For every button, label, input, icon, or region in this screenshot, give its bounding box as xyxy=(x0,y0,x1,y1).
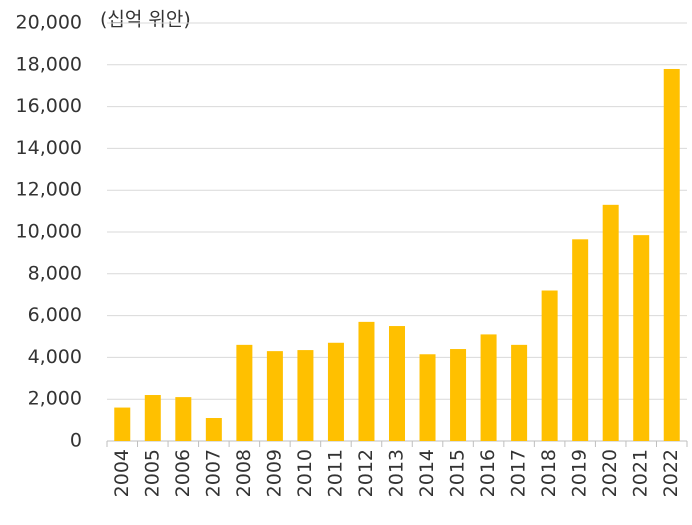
bar xyxy=(572,239,589,441)
y-tick-label: 4,000 xyxy=(28,346,82,368)
x-tick-label: 2014 xyxy=(416,449,438,497)
y-tick-label: 20,000 xyxy=(16,12,82,34)
x-tick-label: 2010 xyxy=(294,449,316,497)
x-tick-label: 2012 xyxy=(355,449,377,497)
y-tick-label: 16,000 xyxy=(16,95,82,117)
y-tick-label: 12,000 xyxy=(16,179,82,201)
bar xyxy=(205,418,222,441)
x-tick-label: 2005 xyxy=(141,449,163,497)
bar xyxy=(541,290,558,441)
x-tick-label: 2022 xyxy=(660,449,682,497)
x-tick-label: 2013 xyxy=(386,449,408,497)
y-tick-label: 14,000 xyxy=(16,137,82,159)
x-tick-label: 2007 xyxy=(202,449,224,497)
bar xyxy=(358,321,375,441)
bar xyxy=(663,68,680,441)
x-tick-label: 2011 xyxy=(324,449,346,497)
x-tick-label: 2018 xyxy=(538,449,560,497)
bar xyxy=(511,344,528,441)
bar xyxy=(266,351,283,441)
bar xyxy=(236,344,253,441)
y-tick-label: 0 xyxy=(70,430,82,452)
x-tick-label: 2015 xyxy=(447,449,469,497)
bar xyxy=(419,354,436,441)
x-tick-label: 2020 xyxy=(599,449,621,497)
x-tick-label: 2009 xyxy=(263,449,285,497)
x-tick-label: 2016 xyxy=(477,449,499,497)
y-tick-label: 2,000 xyxy=(28,388,82,410)
x-tick-label: 2021 xyxy=(630,449,652,497)
unit-label: (십억 위안) xyxy=(100,9,191,31)
bar xyxy=(450,349,467,441)
bar xyxy=(389,326,405,441)
y-tick-label: 8,000 xyxy=(28,262,82,284)
x-tick-label: 2017 xyxy=(508,449,530,497)
bar xyxy=(480,334,497,441)
x-tick-label: 2019 xyxy=(569,449,591,497)
bar xyxy=(602,204,619,441)
y-tick-label: 18,000 xyxy=(16,53,82,75)
x-tick-label: 2006 xyxy=(172,449,194,497)
x-tick-label: 2008 xyxy=(233,449,255,497)
bar xyxy=(144,395,161,441)
bar xyxy=(327,342,344,441)
y-tick-label: 6,000 xyxy=(28,304,82,326)
x-tick-label: 2004 xyxy=(111,449,133,497)
bar xyxy=(175,397,192,441)
y-tick-label: 10,000 xyxy=(16,221,82,243)
bar xyxy=(297,350,314,441)
bar xyxy=(633,235,650,441)
bar xyxy=(114,407,131,441)
